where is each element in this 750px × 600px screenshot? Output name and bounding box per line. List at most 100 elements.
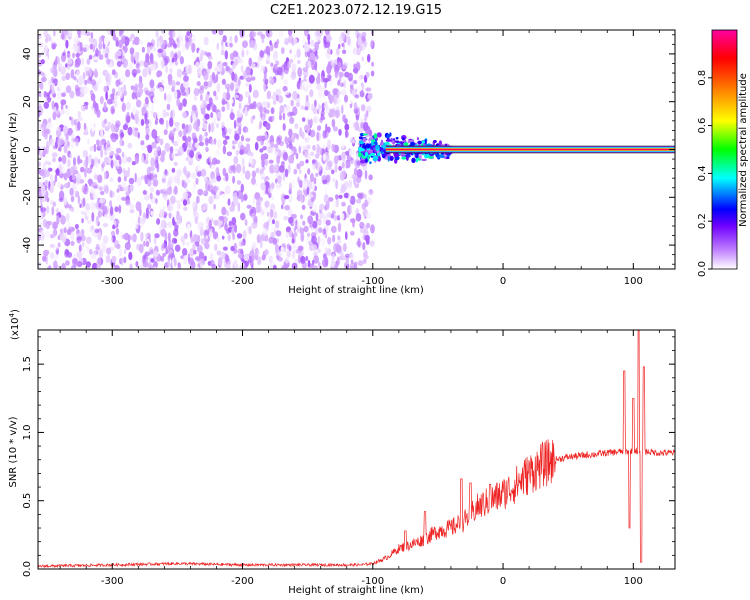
heatmap-cell <box>224 185 231 195</box>
heatmap-cell <box>77 195 81 205</box>
heatmap-cell <box>79 41 83 52</box>
heatmap-cell <box>222 139 228 146</box>
heatmap-cell <box>370 224 375 234</box>
heatmap-cell <box>249 152 254 157</box>
heatmap-cell <box>53 253 59 260</box>
heatmap-cell <box>61 262 66 269</box>
heatmap-cell <box>364 151 369 158</box>
heatmap-cell <box>226 86 230 94</box>
heatmap-cell <box>262 101 268 107</box>
heatmap-cell <box>121 234 128 240</box>
heatmap-cell <box>283 90 290 95</box>
heatmap-cell <box>167 204 173 212</box>
heatmap-cell <box>226 228 231 234</box>
heatmap-cell <box>248 255 253 264</box>
heatmap-cell <box>291 244 298 250</box>
heatmap-cell <box>234 133 240 141</box>
heatmap-cell <box>276 136 281 145</box>
heatmap-cell <box>144 96 149 105</box>
heatmap-cell <box>279 114 282 121</box>
heatmap-cell <box>276 154 281 165</box>
heatmap-cell <box>90 201 96 211</box>
heatmap-cell <box>203 255 207 262</box>
heatmap-cell <box>392 140 395 145</box>
heatmap-cell <box>282 151 289 161</box>
heatmap-cell <box>72 47 76 53</box>
heatmap-cell <box>309 172 315 183</box>
heatmap-cell <box>259 148 264 153</box>
heatmap-cell <box>347 185 353 194</box>
heatmap-cell <box>283 79 288 85</box>
heatmap-cell <box>161 30 165 35</box>
carrier-band <box>385 148 675 151</box>
heatmap-cell <box>191 42 196 53</box>
heatmap-cell <box>302 36 306 46</box>
heatmap-cell <box>282 172 285 182</box>
heatmap-cell <box>100 148 104 158</box>
heatmap-cell <box>165 248 169 255</box>
heatmap-cell <box>123 249 127 255</box>
heatmap-cell <box>67 204 72 209</box>
heatmap-cell <box>281 47 285 55</box>
heatmap-cell <box>242 70 247 80</box>
heatmap-cell <box>293 54 297 60</box>
heatmap-cell <box>287 136 292 142</box>
heatmap-cell <box>210 122 215 133</box>
heatmap-cell <box>213 219 220 226</box>
heatmap-cell <box>169 130 175 137</box>
heatmap-cell <box>163 221 167 229</box>
heatmap-cell <box>77 111 81 118</box>
heatmap-cell <box>194 216 199 225</box>
heatmap-cell <box>235 149 239 156</box>
heatmap-cell <box>249 40 256 48</box>
heatmap-cell <box>104 53 109 59</box>
heatmap-cell <box>216 175 222 182</box>
heatmap-cell <box>108 73 113 82</box>
heatmap-cell <box>146 166 152 176</box>
heatmap-cell <box>225 172 229 182</box>
heatmap-cell <box>368 174 373 181</box>
heatmap-cell <box>211 72 216 81</box>
heatmap-cell <box>284 44 288 51</box>
y-tick-label: 20 <box>22 95 33 108</box>
heatmap-cell <box>332 177 336 183</box>
heatmap-cell <box>159 39 166 50</box>
heatmap-cell <box>277 175 282 184</box>
heatmap-cell <box>358 74 361 83</box>
heatmap-cell <box>288 182 293 192</box>
heatmap-cell <box>185 64 190 74</box>
heatmap-cell <box>218 215 225 221</box>
heatmap-cell <box>304 150 308 159</box>
heatmap-cell <box>56 137 62 147</box>
heatmap-cell <box>38 42 44 48</box>
heatmap-cell <box>57 80 62 88</box>
heatmap-cell <box>268 116 273 122</box>
heatmap-cell <box>121 102 127 113</box>
heatmap-cell <box>155 30 159 38</box>
heatmap-cell <box>318 261 321 268</box>
heatmap-cell <box>116 49 122 57</box>
heatmap-cell <box>74 63 79 68</box>
heatmap-cell <box>60 99 67 106</box>
heatmap-cell <box>123 256 127 264</box>
heatmap-cell <box>38 119 41 129</box>
heatmap-cell <box>192 34 196 43</box>
heatmap-cell <box>198 134 203 143</box>
heatmap-cell <box>199 51 204 61</box>
heatmap-cell <box>82 72 86 80</box>
heatmap-cell <box>174 122 180 127</box>
heatmap-cell <box>254 250 260 256</box>
heatmap-cell <box>354 94 360 99</box>
heatmap-cell <box>106 58 111 65</box>
heatmap-cell <box>342 79 347 89</box>
heatmap-cell <box>229 42 233 48</box>
heatmap-cell <box>350 139 357 144</box>
heatmap-cell <box>259 111 263 118</box>
heatmap-cell <box>195 165 202 172</box>
heatmap-cell <box>62 51 66 57</box>
heatmap-cell <box>90 186 94 194</box>
heatmap-cell <box>233 119 237 129</box>
heatmap-cell <box>121 257 124 266</box>
heatmap-cell <box>234 88 239 95</box>
heatmap-cell <box>112 33 117 41</box>
